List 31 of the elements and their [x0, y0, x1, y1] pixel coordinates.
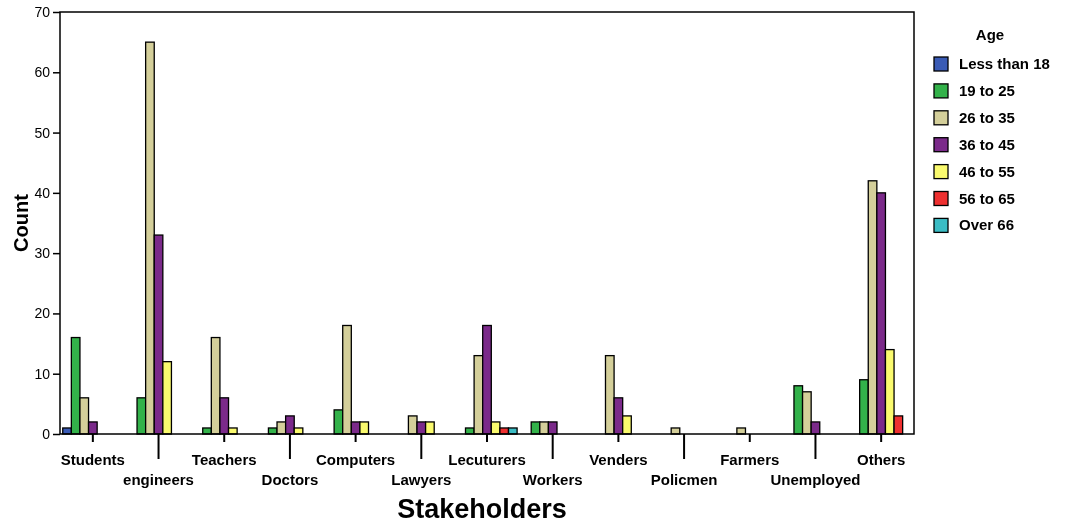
y-tick-label: 0	[42, 425, 51, 442]
x-tick-label: Policmen	[650, 470, 718, 488]
y-tick-label: 30	[34, 245, 51, 262]
legend-title: Age	[975, 26, 1005, 43]
y-tick-label: 10	[34, 365, 51, 382]
x-tick-label: Computers	[316, 450, 396, 468]
x-tick-label: Farmers	[720, 450, 780, 468]
x-tick-label: Venders	[589, 450, 648, 468]
x-tick-label: Students	[60, 450, 125, 468]
y-tick-label: 60	[34, 64, 51, 81]
y-tick-label: 40	[34, 184, 51, 201]
y-tick-label: 50	[34, 124, 51, 141]
legend-label: 46 to 55	[959, 162, 1015, 180]
x-tick-label: Doctors	[261, 470, 319, 488]
x-tick-label: Lawyers	[391, 470, 452, 488]
x-axis-title: Stakeholders	[397, 494, 567, 524]
legend-label: 56 to 65	[959, 189, 1015, 207]
legend-label: Less than 18	[959, 55, 1050, 72]
legend-label: 36 to 45	[959, 135, 1015, 153]
x-tick-label: Unemployed	[770, 470, 861, 488]
y-axis-title: Count	[10, 193, 32, 252]
y-tick-label: 70	[34, 3, 51, 20]
legend-label: 26 to 35	[959, 108, 1015, 126]
legend-label: 19 to 25	[959, 81, 1015, 99]
x-tick-label: Lecuturers	[448, 450, 526, 468]
x-tick-label: Others	[856, 450, 906, 468]
x-tick-label: Workers	[522, 470, 583, 488]
y-tick-label: 20	[34, 305, 51, 322]
x-tick-label: engineers	[123, 470, 194, 488]
legend-label: Over 66	[959, 216, 1015, 234]
x-tick-label: Teachers	[191, 450, 257, 468]
